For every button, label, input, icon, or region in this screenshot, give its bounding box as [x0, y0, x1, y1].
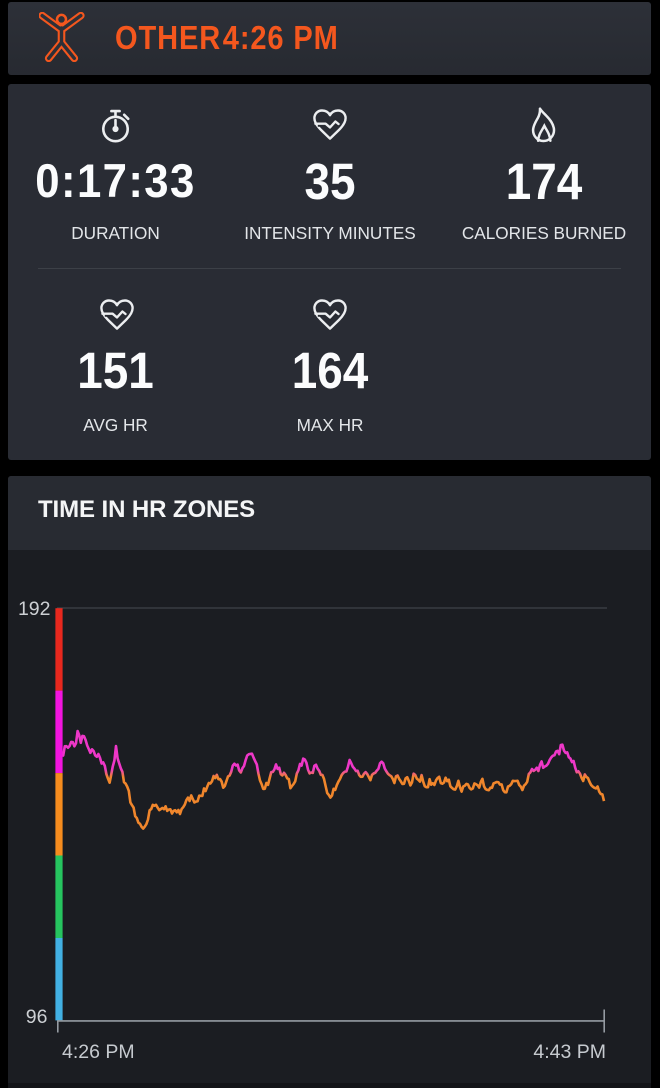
svg-text:4:43 PM: 4:43 PM	[533, 1041, 606, 1063]
svg-text:96: 96	[26, 1006, 48, 1028]
svg-text:4:26 PM: 4:26 PM	[62, 1041, 135, 1063]
svg-text:192: 192	[18, 598, 51, 620]
